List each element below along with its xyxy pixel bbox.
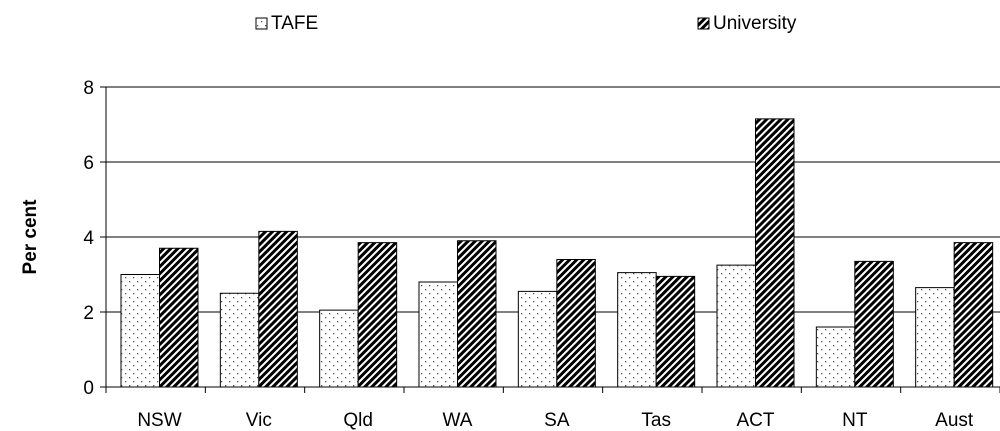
bar-tafe-nsw bbox=[120, 274, 160, 388]
bar-tafe-act bbox=[716, 264, 756, 388]
x-category-label: NT bbox=[842, 410, 868, 431]
y-tick-labels: 0 2 4 6 8 bbox=[83, 78, 94, 399]
x-category-label: ACT bbox=[737, 410, 775, 431]
y-tick-label: 4 bbox=[83, 228, 94, 249]
bar-university-tas bbox=[655, 275, 696, 388]
x-category-labels: NSW Vic Qld WA SA Tas ACT NT Aust bbox=[137, 410, 974, 431]
bar-university-vic bbox=[258, 230, 298, 388]
bar-university-nsw bbox=[159, 247, 199, 388]
y-tick-label: 6 bbox=[83, 153, 94, 174]
bar-university-wa bbox=[457, 240, 497, 388]
bar-tafe-vic bbox=[219, 292, 260, 388]
bar-tafe-tas bbox=[617, 272, 657, 388]
x-category-label: SA bbox=[544, 410, 570, 431]
bar-tafe-wa bbox=[418, 281, 458, 388]
axes bbox=[100, 86, 1000, 393]
bar-university-aust bbox=[953, 242, 994, 388]
x-category-label: Aust bbox=[935, 410, 974, 431]
y-tick-label: 2 bbox=[83, 303, 94, 324]
bar-tafe-sa bbox=[517, 290, 558, 388]
y-tick-label: 8 bbox=[83, 78, 94, 99]
bar-tafe-qld bbox=[319, 309, 359, 388]
bar-university-qld bbox=[357, 242, 398, 388]
bars bbox=[120, 118, 994, 388]
x-category-label: WA bbox=[443, 410, 473, 431]
bar-tafe-nt bbox=[815, 326, 856, 388]
legend: TAFE University bbox=[255, 13, 797, 34]
bar-university-nt bbox=[854, 260, 894, 388]
bar-university-sa bbox=[556, 259, 596, 388]
legend-label-tafe: TAFE bbox=[271, 13, 318, 34]
y-tick-label: 0 bbox=[83, 378, 94, 399]
x-category-label: Vic bbox=[246, 410, 272, 431]
legend-swatch-university bbox=[697, 17, 710, 30]
x-category-label: Qld bbox=[343, 410, 373, 431]
y-axis-title: Per cent bbox=[20, 199, 41, 275]
x-category-label: Tas bbox=[641, 410, 671, 431]
x-category-label: NSW bbox=[137, 410, 181, 431]
bar-university-act bbox=[755, 118, 795, 388]
legend-label-university: University bbox=[713, 13, 797, 34]
bar-tafe-aust bbox=[915, 287, 955, 388]
legend-swatch-tafe bbox=[255, 17, 268, 30]
